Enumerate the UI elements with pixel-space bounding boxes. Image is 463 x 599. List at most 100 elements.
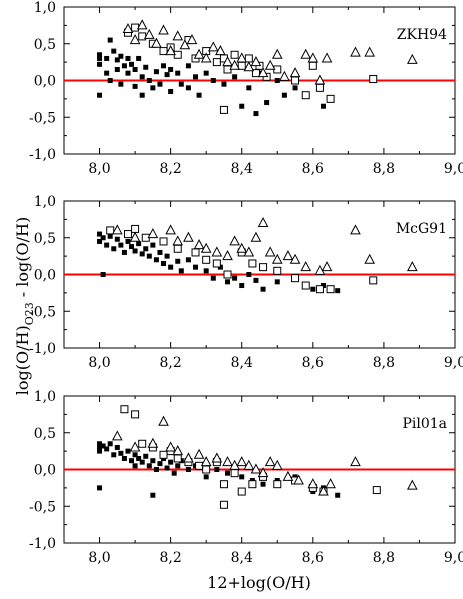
data-point-filled-square bbox=[97, 444, 103, 450]
y-tick-label: 1,0 bbox=[34, 0, 56, 16]
data-point-open-triangle bbox=[279, 70, 290, 81]
data-point-open-triangle bbox=[129, 441, 141, 452]
x-axis-title: 12+log(O/H) bbox=[207, 573, 311, 592]
data-point-filled-square bbox=[132, 83, 138, 89]
data-point-open-square bbox=[315, 285, 324, 294]
data-point-open-triangle bbox=[215, 45, 226, 56]
chart-panel-2: 8,0 8,2 8,4 8,6 8,8 9,0 1,0 0,5 0,0 -0,5 -1,0 McG91 bbox=[29, 194, 463, 371]
y-tick-label: 0,5 bbox=[34, 37, 56, 53]
data-point-filled-square bbox=[239, 103, 245, 109]
y-tick-label: 0,0 bbox=[34, 74, 56, 90]
data-point-open-triangle bbox=[364, 253, 376, 264]
data-point-filled-square bbox=[121, 63, 127, 69]
data-point-filled-square bbox=[139, 459, 145, 465]
data-point-filled-square bbox=[157, 249, 163, 255]
data-point-filled-square bbox=[132, 248, 138, 254]
data-point-filled-square bbox=[146, 78, 152, 83]
data-point-open-triangle bbox=[158, 24, 169, 35]
x-tick-label: 9,0 bbox=[444, 161, 463, 177]
data-point-open-square bbox=[202, 465, 211, 474]
y-tick-label: -0,5 bbox=[29, 499, 56, 515]
data-point-open-square bbox=[308, 61, 317, 70]
data-point-open-triangle bbox=[318, 485, 329, 496]
data-point-filled-square bbox=[232, 275, 238, 281]
data-point-filled-square bbox=[168, 66, 174, 72]
y-axis-title: log(O/H)O23 - log(O/H) bbox=[13, 217, 36, 395]
data-point-open-square bbox=[369, 276, 378, 285]
data-point-filled-square bbox=[107, 37, 113, 43]
data-point-filled-square bbox=[175, 258, 181, 264]
data-point-filled-square bbox=[143, 246, 149, 252]
data-point-open-triangle bbox=[289, 253, 301, 264]
data-point-filled-square bbox=[107, 78, 113, 83]
data-point-open-triangle bbox=[143, 28, 155, 39]
x-tick-label: 8,0 bbox=[88, 550, 110, 566]
data-point-filled-square bbox=[121, 455, 127, 461]
data-point-open-triangle bbox=[350, 456, 361, 467]
data-point-filled-square bbox=[210, 275, 216, 281]
data-point-filled-square bbox=[136, 455, 142, 461]
data-point-open-triangle bbox=[321, 261, 333, 272]
data-point-filled-square bbox=[335, 492, 341, 498]
data-point-open-triangle bbox=[211, 452, 223, 463]
data-point-filled-square bbox=[253, 277, 259, 283]
data-point-open-triangle bbox=[183, 452, 194, 463]
data-point-open-triangle bbox=[271, 253, 283, 264]
data-point-filled-square bbox=[97, 61, 103, 67]
data-point-filled-square bbox=[118, 450, 124, 456]
data-point-open-triangle bbox=[111, 224, 123, 235]
y-axis-title-sub: O23 bbox=[23, 302, 36, 325]
data-point-open-square bbox=[202, 255, 211, 264]
data-point-filled-square bbox=[125, 448, 131, 454]
data-point-open-triangle bbox=[207, 41, 219, 52]
data-point-filled-square bbox=[139, 251, 145, 257]
data-point-open-square bbox=[138, 439, 147, 448]
data-point-open-triangle bbox=[250, 463, 262, 474]
data-point-filled-square bbox=[193, 264, 199, 270]
data-point-filled-square bbox=[246, 272, 252, 277]
data-point-filled-square bbox=[97, 238, 103, 244]
data-point-filled-square bbox=[185, 85, 191, 91]
data-point-filled-square bbox=[107, 441, 113, 447]
data-point-filled-square bbox=[210, 78, 216, 83]
data-point-filled-square bbox=[104, 55, 110, 61]
series-open-triangle bbox=[122, 19, 418, 85]
data-point-open-triangle bbox=[183, 231, 194, 242]
x-tick-label: 8,0 bbox=[88, 355, 110, 371]
chart-panel-1: 8,0 8,2 8,4 8,6 8,8 9,0 1,0 0,5 0,0 -0,5 -1,0 ZKH94 bbox=[29, 0, 463, 177]
data-point-filled-square bbox=[168, 264, 174, 270]
data-point-open-square bbox=[315, 83, 324, 92]
x-tick-label: 8,6 bbox=[302, 161, 324, 177]
data-point-open-triangle bbox=[200, 52, 212, 63]
data-point-open-triangle bbox=[250, 56, 262, 67]
data-point-filled-square bbox=[143, 64, 149, 70]
data-point-filled-square bbox=[260, 481, 266, 487]
data-point-filled-square bbox=[153, 257, 159, 263]
data-point-filled-square bbox=[175, 463, 181, 469]
data-point-open-triangle bbox=[172, 235, 184, 246]
x-tick-label: 8,2 bbox=[160, 550, 182, 566]
data-point-open-triangle bbox=[264, 456, 276, 467]
data-point-open-triangle bbox=[147, 228, 159, 239]
data-point-filled-square bbox=[185, 63, 191, 69]
data-point-open-square bbox=[237, 61, 246, 70]
data-point-filled-square bbox=[185, 467, 191, 472]
data-point-open-triangle bbox=[200, 456, 212, 467]
data-point-open-triangle bbox=[229, 459, 240, 470]
data-point-filled-square bbox=[111, 48, 117, 54]
x-tick-label: 8,4 bbox=[231, 550, 253, 566]
data-point-filled-square bbox=[100, 443, 106, 449]
data-point-open-square bbox=[131, 410, 140, 419]
data-point-open-triangle bbox=[264, 59, 276, 70]
data-point-open-triangle bbox=[307, 52, 319, 63]
data-point-filled-square bbox=[129, 458, 135, 464]
data-point-filled-square bbox=[178, 268, 184, 274]
data-point-filled-square bbox=[125, 55, 131, 61]
data-point-open-square bbox=[248, 259, 257, 268]
data-point-filled-square bbox=[164, 253, 170, 259]
data-point-open-square bbox=[106, 226, 115, 235]
data-point-open-square bbox=[219, 105, 228, 114]
data-point-filled-square bbox=[225, 470, 231, 476]
data-point-open-triangle bbox=[229, 235, 240, 246]
data-point-open-triangle bbox=[364, 46, 376, 57]
